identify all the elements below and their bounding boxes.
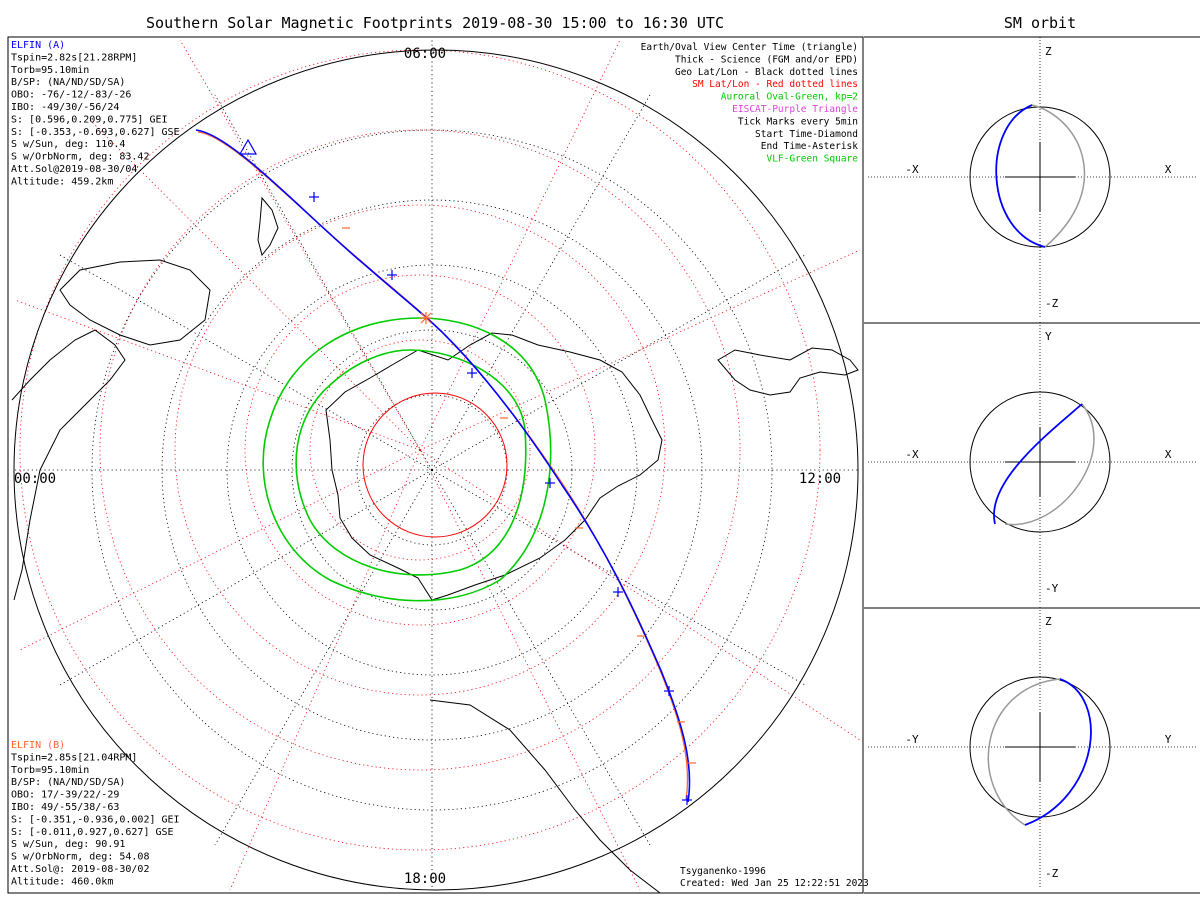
probe-a-info: ELFIN (A)Tspin=2.82s[21.28RPM] Torb=95.10… xyxy=(11,40,180,187)
probe_a-info-line: S w/OrbNorm, deg: 83.42 xyxy=(11,152,149,163)
legend-item: Geo Lat/Lon - Black dotted lines xyxy=(675,67,858,78)
africa-outline xyxy=(429,699,661,893)
elfin-a-footprint xyxy=(195,129,691,803)
antarctica-outline xyxy=(325,332,663,601)
probe_a-info-line: S: [-0.353,-0.693,0.627] GSE xyxy=(11,127,180,138)
orbit-track-grey xyxy=(1004,403,1095,526)
elfin-a-tick-marks xyxy=(309,192,692,805)
probe_a-name: ELFIN (A) xyxy=(11,40,65,51)
legend-item: VLF-Green Square xyxy=(766,154,858,165)
auroral-oval-inner xyxy=(295,349,527,576)
start-triangle-marker xyxy=(238,138,258,155)
orbit-axis-label: Z xyxy=(1045,45,1052,58)
orbit-title: SM orbit xyxy=(1004,14,1076,32)
legend: Earth/Oval View Center Time (triangle)Th… xyxy=(641,42,859,165)
probe_a-info-line: OBO: -76/-12/-83/-26 xyxy=(11,90,131,101)
probe_b-info-line: S w/Sun, deg: 90.91 xyxy=(11,839,125,850)
probe_b-info-line: Att.Sol@: 2019-08-30/02 xyxy=(11,864,149,875)
probe_b-info-line: Tspin=2.85s[21.04RPM] xyxy=(11,752,137,763)
orbit-axis-label: -Y xyxy=(905,733,919,746)
orbit-axis-label: -Z xyxy=(1045,297,1059,310)
hour-label-bottom: 18:00 xyxy=(404,871,446,887)
probe_a-info-line: IBO: -49/30/-56/24 xyxy=(11,102,119,113)
orbit-panels: Z -Z -X X Y -Y -X X Z -Z -Y Y xyxy=(868,37,1198,887)
legend-item: EISCAT-Purple Triangle xyxy=(732,104,858,115)
center-asterisk-marker xyxy=(420,312,432,324)
legend-item: Auroral Oval-Green, kp=2 xyxy=(721,92,858,103)
orbit-axis-label: -Z xyxy=(1045,867,1059,880)
orbit-track-blue xyxy=(995,104,1046,248)
orbit-axis-label: Y xyxy=(1165,733,1172,746)
australia-outline xyxy=(59,259,211,346)
orbit-track-grey xyxy=(1031,104,1086,248)
orbit-axis-label: Y xyxy=(1045,330,1052,343)
probe_b-info-line: S: [-0.351,-0.936,0.002] GEI xyxy=(11,814,180,825)
probe_a-info-line: S w/Sun, deg: 110.4 xyxy=(11,139,125,150)
probe_b-info-line: Torb=95.10min xyxy=(11,765,89,776)
probe_b-name: ELFIN (B) xyxy=(11,740,65,751)
probe_a-info-line: B/SP: (NA/ND/SD/SA) xyxy=(11,77,125,88)
sm-grid xyxy=(14,39,861,891)
probe_b-info-line: S: [-0.011,0.927,0.627] GSE xyxy=(11,827,174,838)
orbit-axis-label: -Y xyxy=(1045,582,1059,595)
orbit-panel-2: Y -Y -X X xyxy=(868,322,1198,602)
probe_a-info-line: S: [0.596,0.209,0.775] GEI xyxy=(11,114,168,125)
orbit-panel-3: Z -Z -Y Y xyxy=(868,607,1198,887)
map-title: Southern Solar Magnetic Footprints 2019-… xyxy=(146,14,724,32)
created-label: Created: Wed Jan 25 12:22:51 2023 xyxy=(680,878,869,889)
orbit-axis-label: X xyxy=(1165,163,1172,176)
orbit-panel-1: Z -Z -X X xyxy=(868,37,1198,317)
orbit-axis-label: Z xyxy=(1045,615,1052,628)
legend-item: End Time-Asterisk xyxy=(761,141,859,152)
new-zealand-outline xyxy=(257,196,279,257)
orbit-axis-label: X xyxy=(1165,448,1172,461)
legend-item: Tick Marks every 5min xyxy=(738,116,858,127)
probe_a-info-line: Torb=95.10min xyxy=(11,65,89,76)
orbit-axis-label: -X xyxy=(905,163,919,176)
probe_b-info-line: OBO: 17/-39/22/-29 xyxy=(11,790,119,801)
earth-circle xyxy=(969,391,1111,533)
elfin-b-tick-marks xyxy=(342,227,696,764)
model-label: Tsyganenko-1996 xyxy=(680,866,766,877)
orbit-track-blue xyxy=(993,403,1083,525)
probe_a-info-line: Tspin=2.82s[21.28RPM] xyxy=(11,52,137,63)
west-coast-outline xyxy=(11,329,126,601)
legend-item: Earth/Oval View Center Time (triangle) xyxy=(641,42,858,53)
auroral-oval-outer xyxy=(262,317,552,602)
horizon-circle xyxy=(13,49,859,891)
orbit-axis-label: -X xyxy=(905,448,919,461)
probe-b-info: ELFIN (B)Tspin=2.85s[21.04RPM] Torb=95.10… xyxy=(11,740,180,887)
map-frame xyxy=(7,36,864,894)
probe_a-info-line: Att.Sol@2019-08-30/04 xyxy=(11,164,137,175)
legend-item: SM Lat/Lon - Red dotted lines xyxy=(692,79,858,90)
legend-item: Start Time-Diamond xyxy=(755,129,858,140)
probe_b-info-line: S w/OrbNorm, deg: 54.08 xyxy=(11,852,149,863)
probe_b-info-line: B/SP: (NA/ND/SD/SA) xyxy=(11,777,125,788)
probe_b-info-line: IBO: 49/-55/38/-63 xyxy=(11,802,119,813)
polar-map xyxy=(11,39,861,893)
orbit-track-blue xyxy=(1024,678,1092,826)
hour-label-right: 12:00 xyxy=(799,471,841,487)
geo-grid xyxy=(12,40,860,890)
orbit-track-grey xyxy=(987,678,1061,826)
hour-label-left: 00:00 xyxy=(14,471,56,487)
hour-label-top: 06:00 xyxy=(404,46,446,62)
elfin-b-footprint xyxy=(197,131,689,801)
probe_a-info-line: Altitude: 459.2km xyxy=(11,176,113,187)
legend-item: Thick - Science (FGM and/or EPD) xyxy=(675,54,858,65)
south-america-outline xyxy=(717,347,859,396)
probe_b-info-line: Altitude: 460.0km xyxy=(11,876,113,887)
sm-pole-circle xyxy=(362,392,508,538)
